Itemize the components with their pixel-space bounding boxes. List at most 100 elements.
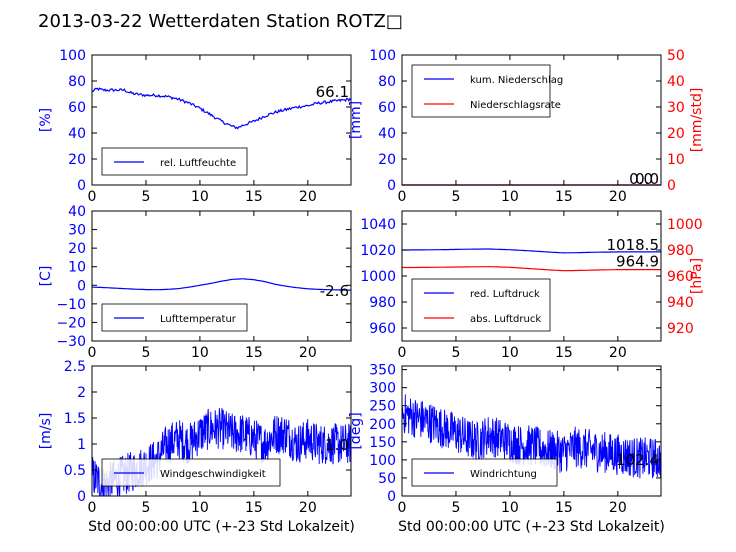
x-tick-label: 20 — [609, 345, 627, 361]
y-tick-label: 1000 — [360, 269, 396, 285]
y-right-tick-label: 10 — [667, 152, 685, 168]
x-tick-label: 10 — [501, 189, 519, 205]
current-value-label: 102.4 — [616, 451, 659, 469]
y-tick-label: 0 — [387, 178, 396, 194]
x-tick-label: 15 — [555, 189, 573, 205]
x-tick-label: 0 — [398, 500, 407, 516]
y-right-tick-label: 960 — [667, 269, 694, 285]
x-tick-label: 20 — [299, 500, 317, 516]
y-tick-label: 100 — [369, 48, 396, 64]
x-tick-label: 10 — [191, 345, 209, 361]
legend: Lufttemperatur — [101, 303, 248, 332]
y-tick-label: 1.5 — [64, 411, 86, 427]
y-tick-label: 60 — [68, 100, 86, 116]
current-value-label: 0.0 — [635, 170, 659, 188]
chart-wind-speed: 0 5 10 15 20 0 0.5 1 1.5 2 2.5 [m/s] Std 00:00:00 UT… — [38, 359, 355, 535]
y-tick-label: 100 — [369, 453, 396, 469]
y-tick-label: 20 — [68, 152, 86, 168]
y-tick-label: 0 — [77, 178, 86, 194]
y-axis-label: [deg] — [348, 412, 364, 449]
x-tick-label: 20 — [609, 500, 627, 516]
x-tick-label: 0 — [88, 189, 97, 205]
y-tick-label: 0 — [77, 489, 86, 505]
x-axis-label: Std 00:00:00 UTC (+-23 Std Lokalzeit) — [398, 519, 665, 535]
x-tick-label: 0 — [398, 345, 407, 361]
y-tick-label: 2.5 — [64, 359, 86, 375]
legend-label: Niederschlagsrate — [470, 100, 561, 111]
legend: Windrichtung — [411, 458, 558, 487]
y-right-tick-label: 1000 — [667, 217, 703, 233]
x-tick-label: 10 — [191, 500, 209, 516]
y-tick-label: 1020 — [360, 243, 396, 259]
series-line-red-luftdruck — [402, 248, 661, 254]
y-tick-label: −10 — [56, 297, 86, 313]
x-tick-label: 10 — [191, 189, 209, 205]
x-tick-label: 5 — [451, 189, 460, 205]
current-value-label: -2.6 — [320, 282, 349, 300]
legend-label: rel. Luftfeuchte — [160, 158, 236, 169]
x-tick-label: 10 — [501, 500, 519, 516]
chart-pressure: 0 5 10 15 20 960 980 1000 1020 1040 920 940 960 980 10… — [360, 210, 705, 361]
y-tick-label: 200 — [369, 417, 396, 433]
current-value-label: 0.0 — [629, 170, 653, 188]
x-tick-label: 10 — [501, 345, 519, 361]
y-right-tick-label: 0 — [667, 178, 676, 194]
y-axis-label: [C] — [38, 266, 54, 287]
x-tick-label: 20 — [299, 345, 317, 361]
y-tick-label: −30 — [56, 334, 86, 350]
y-tick-label: 20 — [68, 241, 86, 257]
legend-label: red. Luftdruck — [470, 289, 540, 300]
y-tick-label: 0.5 — [64, 463, 86, 479]
legend-box — [411, 278, 551, 332]
plot-frame — [401, 365, 662, 497]
y-tick-label: 80 — [378, 74, 396, 90]
legend-label: Windrichtung — [470, 469, 537, 480]
x-tick-label: 15 — [555, 500, 573, 516]
legend-box — [411, 64, 551, 118]
x-axis-label: Std 00:00:00 UTC (+-23 Std Lokalzeit) — [88, 519, 355, 535]
y-right-tick-label: 40 — [667, 74, 685, 90]
plot-frame — [401, 54, 662, 186]
y-right-tick-label: 50 — [667, 48, 685, 64]
y-tick-label: 250 — [369, 399, 396, 415]
legend: rel. Luftfeuchte — [101, 147, 248, 176]
x-tick-label: 15 — [245, 345, 263, 361]
y-tick-label: 0 — [387, 489, 396, 505]
y-right-tick-label: 920 — [667, 321, 694, 337]
plot-frame — [91, 210, 352, 342]
y-right-tick-label: 30 — [667, 100, 685, 116]
legend: Windgeschwindigkeit — [101, 458, 281, 487]
y-tick-label: 960 — [369, 321, 396, 337]
legend-label: Lufttemperatur — [160, 314, 237, 325]
x-tick-label: 20 — [609, 189, 627, 205]
x-tick-label: 5 — [141, 189, 150, 205]
y-right-tick-label: 940 — [667, 295, 694, 311]
x-tick-label: 0 — [88, 500, 97, 516]
chart-humidity: 0 5 10 15 20 0 20 40 60 80 100 [%] rel. Luftfeuchte 6… — [38, 48, 352, 205]
series-line-lufttemperatur — [91, 278, 351, 291]
x-tick-label: 0 — [398, 189, 407, 205]
y-tick-label: 1040 — [360, 217, 396, 233]
y-tick-label: 30 — [68, 223, 86, 239]
legend: kum. Niederschlag Niederschlagsrate — [411, 64, 563, 118]
y-tick-label: −20 — [56, 315, 86, 331]
y-tick-label: 1 — [77, 437, 86, 453]
y-right-axis-label: [hPa] — [689, 258, 705, 294]
y-tick-label: 980 — [369, 295, 396, 311]
legend-label: Windgeschwindigkeit — [160, 469, 266, 480]
y-tick-label: 60 — [378, 100, 396, 116]
plot-frame — [91, 54, 352, 186]
current-value-label: 1018.5 — [607, 236, 660, 254]
y-tick-label: 350 — [369, 363, 396, 379]
y-axis-label: [mm] — [348, 101, 364, 139]
y-tick-label: 150 — [369, 435, 396, 451]
y-right-tick-label: 980 — [667, 243, 694, 259]
y-tick-label: 10 — [68, 260, 86, 276]
x-tick-label: 5 — [451, 345, 460, 361]
y-right-axis-label: [mm/std] — [689, 88, 705, 153]
series-line-abs-luftdruck — [401, 265, 661, 272]
plot-frame — [91, 365, 352, 497]
series-line-rel-luftfeuchte — [91, 87, 352, 130]
x-tick-label: 0 — [88, 345, 97, 361]
